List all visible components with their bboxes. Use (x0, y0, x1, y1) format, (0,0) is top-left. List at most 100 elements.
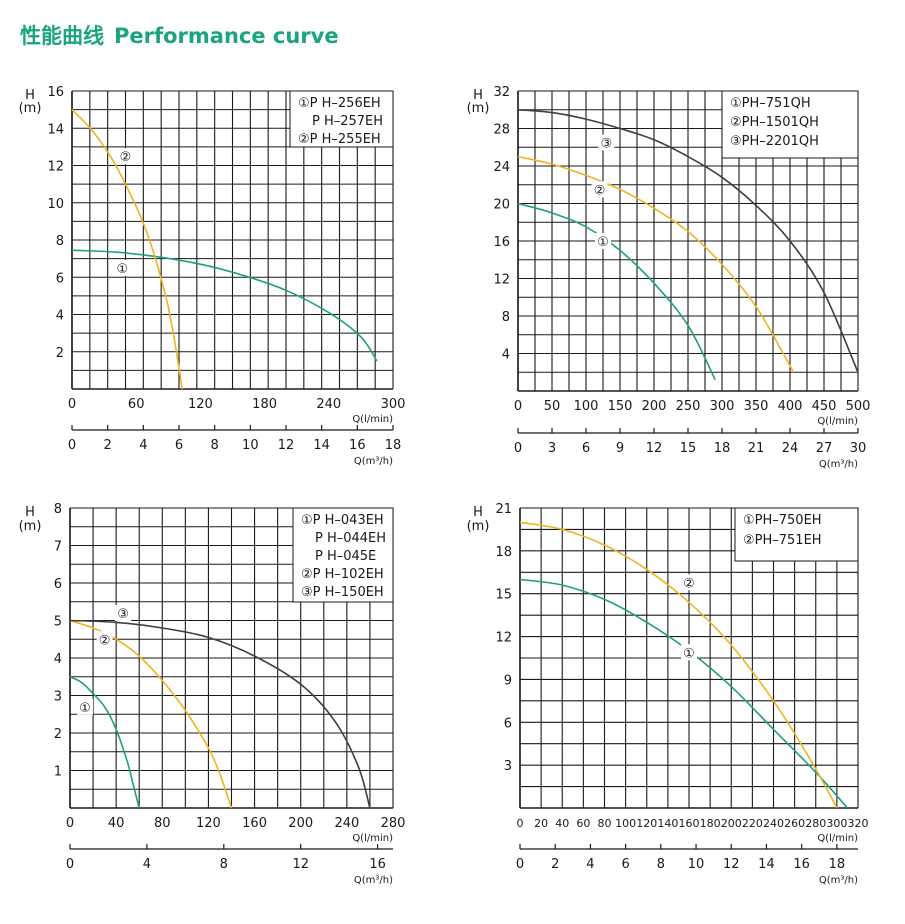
x-tick-label: 240 (316, 397, 341, 412)
x-tick-label: 0 (66, 816, 74, 831)
y-tick-label: 6 (56, 271, 64, 286)
series-marker-label: ② (594, 183, 606, 198)
series-marker-bg (598, 134, 615, 151)
x-tick-label: 260 (784, 817, 805, 830)
x2-tick-label: 10 (688, 857, 705, 872)
x-tick-label: 40 (108, 816, 125, 831)
x-axis-unit: Q(l/min) (817, 833, 858, 844)
x2-tick-label: 4 (143, 857, 151, 872)
y-tick-label: 18 (495, 545, 512, 560)
x2-tick-label: 15 (680, 441, 697, 456)
legend-entry: ②PH–751EH (743, 533, 822, 548)
x2-tick-label: 0 (68, 438, 76, 453)
x-axis-unit: Q(l/min) (352, 414, 393, 425)
x2-tick-label: 18 (385, 438, 402, 453)
x-tick-label: 0 (514, 399, 522, 414)
y-tick-label: 21 (495, 502, 512, 517)
y-tick-label: 8 (56, 234, 64, 249)
x-tick-label: 0 (517, 817, 524, 830)
x2-tick-label: 8 (220, 857, 228, 872)
x-tick-label: 60 (128, 397, 145, 412)
y-tick-label: 14 (47, 122, 64, 137)
y-tick-label: 12 (493, 273, 510, 288)
x2-tick-label: 30 (850, 441, 867, 456)
x-tick-label: 160 (242, 816, 267, 831)
series-marker-bg (96, 631, 113, 648)
y-tick-label: 32 (493, 85, 510, 100)
x-tick-label: 120 (188, 397, 213, 412)
x2-axis-unit: Q(m³/h) (819, 459, 858, 470)
x2-tick-label: 12 (278, 438, 295, 453)
y-axis-unit: (m) (19, 101, 42, 116)
x2-axis-unit: Q(m³/h) (354, 875, 393, 886)
legend-entry: ③PH–2201QH (730, 134, 819, 149)
chart-grid (71, 90, 394, 390)
x-tick-label: 140 (657, 817, 678, 830)
legend-entry: ①PH–751QH (730, 96, 811, 111)
legend-entry: ①P H–043EH (301, 513, 384, 528)
y-tick-label: 9 (504, 673, 512, 688)
series-marker-label: ② (99, 633, 111, 648)
x-tick-label: 280 (805, 817, 826, 830)
y-axis-label: H (25, 88, 35, 103)
legend-entry: ①PH–750EH (743, 513, 822, 528)
series-marker-bg (591, 181, 608, 198)
series-line-2 (519, 521, 838, 809)
series-line-1 (517, 202, 716, 381)
x-tick-label: 160 (679, 817, 700, 830)
y-tick-label: 5 (54, 615, 62, 630)
series-marker-label: ③ (117, 607, 129, 622)
y-tick-label: 8 (502, 310, 510, 325)
y-tick-label: 16 (47, 85, 64, 100)
y-tick-label: 1 (54, 765, 62, 780)
legend-entry: ②P H–255EH (298, 132, 381, 147)
x2-tick-label: 10 (242, 438, 259, 453)
y-axis-unit: (m) (19, 519, 42, 534)
x2-tick-label: 16 (793, 857, 810, 872)
x2-tick-label: 6 (175, 438, 183, 453)
x2-tick-label: 8 (657, 857, 665, 872)
x2-tick-label: 6 (582, 441, 590, 456)
y-axis-unit: (m) (467, 101, 490, 116)
x2-axis-unit: Q(m³/h) (354, 456, 393, 467)
series-marker-label: ① (79, 701, 91, 716)
series-marker-bg (681, 574, 697, 591)
series-marker-bg (115, 605, 132, 621)
page-title: 性能曲线 Performance curve (20, 20, 349, 50)
series-line-2 (71, 109, 183, 390)
y-tick-label: 10 (47, 197, 64, 212)
series-marker-label: ① (116, 262, 128, 277)
x2-tick-label: 16 (369, 857, 386, 872)
y-tick-label: 6 (504, 716, 512, 731)
x2-tick-label: 14 (313, 438, 330, 453)
y-axis-unit: (m) (467, 519, 490, 534)
x2-tick-label: 6 (621, 857, 629, 872)
legend-entry: ②P H–102EH (301, 567, 384, 582)
x-tick-label: 120 (196, 816, 221, 831)
series-marker-bg (117, 148, 134, 165)
x-tick-label: 60 (576, 817, 590, 830)
x-tick-label: 300 (710, 399, 735, 414)
x-tick-label: 220 (742, 817, 763, 830)
x2-tick-label: 12 (292, 857, 309, 872)
series-marker-bg (681, 644, 697, 661)
x2-tick-label: 14 (758, 857, 775, 872)
x-tick-label: 40 (555, 817, 569, 830)
x2-tick-label: 27 (816, 441, 833, 456)
x-tick-label: 200 (721, 817, 742, 830)
y-tick-label: 7 (54, 540, 62, 555)
series-line-2 (69, 619, 233, 809)
series-line-1 (71, 249, 378, 362)
y-tick-label: 28 (493, 123, 510, 138)
y-tick-label: 4 (502, 348, 510, 363)
series-marker-label: ② (120, 150, 132, 165)
x-tick-label: 240 (763, 817, 784, 830)
x2-tick-label: 21 (748, 441, 765, 456)
legend-box (734, 507, 859, 562)
x2-tick-label: 4 (586, 857, 594, 872)
y-tick-label: 20 (493, 198, 510, 213)
y-tick-label: 4 (54, 652, 62, 667)
